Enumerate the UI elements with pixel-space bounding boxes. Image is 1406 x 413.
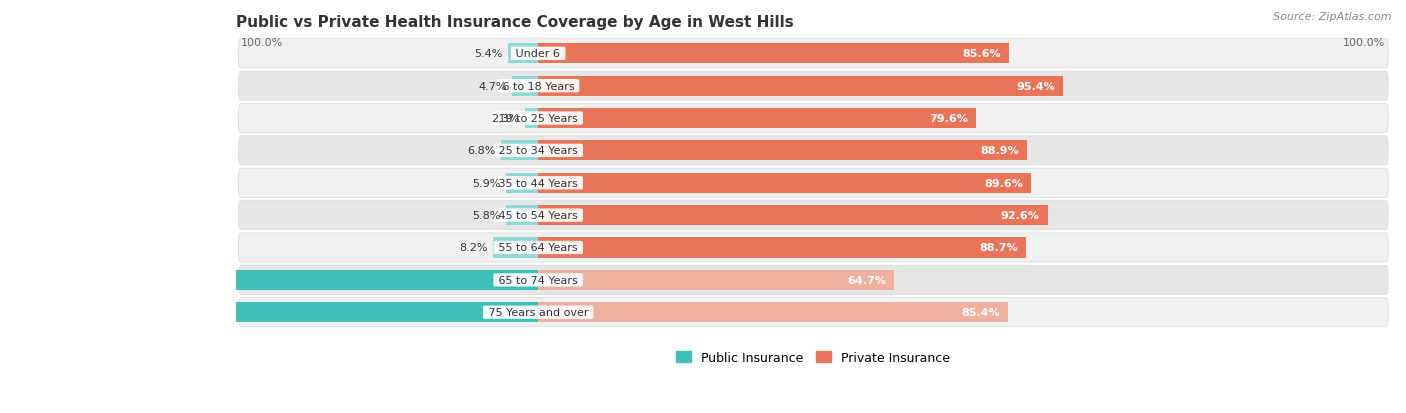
Text: 88.9%: 88.9%	[980, 146, 1019, 156]
FancyBboxPatch shape	[238, 201, 1388, 230]
Text: 55 to 64 Years: 55 to 64 Years	[495, 243, 581, 253]
Text: 75 Years and over: 75 Years and over	[485, 307, 592, 318]
Text: 79.6%: 79.6%	[929, 114, 967, 124]
Bar	[538, 109, 976, 129]
FancyBboxPatch shape	[238, 72, 1388, 101]
Text: Source: ZipAtlas.com: Source: ZipAtlas.com	[1274, 12, 1392, 22]
Text: Public vs Private Health Insurance Coverage by Age in West Hills: Public vs Private Health Insurance Cover…	[236, 15, 793, 30]
Bar	[538, 206, 1047, 225]
Text: 8.2%: 8.2%	[458, 243, 488, 253]
Bar	[506, 173, 538, 193]
Text: 5.9%: 5.9%	[472, 178, 501, 188]
Bar	[32, 270, 538, 290]
Text: 35 to 44 Years: 35 to 44 Years	[495, 178, 581, 188]
FancyBboxPatch shape	[238, 104, 1388, 133]
Bar	[538, 141, 1028, 161]
FancyBboxPatch shape	[238, 40, 1388, 69]
Text: 25 to 34 Years: 25 to 34 Years	[495, 146, 581, 156]
Text: 100.0%: 100.0%	[240, 38, 283, 48]
FancyBboxPatch shape	[238, 169, 1388, 198]
Text: 4.7%: 4.7%	[478, 81, 506, 91]
Bar	[538, 270, 894, 290]
Text: 5.8%: 5.8%	[472, 211, 501, 221]
Text: 65 to 74 Years: 65 to 74 Years	[495, 275, 581, 285]
FancyBboxPatch shape	[238, 298, 1388, 327]
Text: 6.8%: 6.8%	[467, 146, 495, 156]
Bar	[509, 44, 538, 64]
Text: 85.4%: 85.4%	[962, 307, 1000, 318]
Bar	[538, 173, 1031, 193]
Bar	[501, 141, 538, 161]
Text: 19 to 25 Years: 19 to 25 Years	[495, 114, 581, 124]
FancyBboxPatch shape	[238, 233, 1388, 262]
Text: 85.6%: 85.6%	[962, 49, 1001, 59]
Text: 2.3%: 2.3%	[492, 114, 520, 124]
Bar	[538, 302, 1008, 323]
Text: 100.0%: 100.0%	[1, 307, 48, 318]
Text: 5.4%: 5.4%	[475, 49, 503, 59]
Text: 88.7%: 88.7%	[980, 243, 1018, 253]
Text: 89.6%: 89.6%	[984, 178, 1024, 188]
Bar	[538, 238, 1026, 258]
FancyBboxPatch shape	[238, 137, 1388, 166]
Legend: Public Insurance, Private Insurance: Public Insurance, Private Insurance	[671, 346, 955, 369]
Text: 95.4%: 95.4%	[1017, 81, 1054, 91]
Text: 45 to 54 Years: 45 to 54 Years	[495, 211, 581, 221]
Bar	[506, 206, 538, 225]
Bar	[526, 109, 538, 129]
Bar	[538, 44, 1010, 64]
Bar	[0, 302, 538, 323]
Text: 91.9%: 91.9%	[46, 275, 86, 285]
FancyBboxPatch shape	[238, 266, 1388, 295]
Bar	[494, 238, 538, 258]
Text: 92.6%: 92.6%	[1001, 211, 1039, 221]
Bar	[538, 76, 1063, 97]
Text: 100.0%: 100.0%	[1343, 38, 1385, 48]
Text: Under 6: Under 6	[512, 49, 564, 59]
Bar	[512, 76, 538, 97]
Text: 6 to 18 Years: 6 to 18 Years	[499, 81, 578, 91]
Text: 64.7%: 64.7%	[846, 275, 886, 285]
